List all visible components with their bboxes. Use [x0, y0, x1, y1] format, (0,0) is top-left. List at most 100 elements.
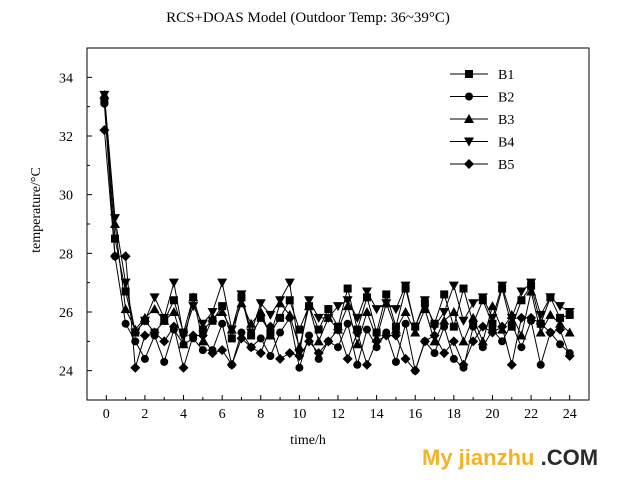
- series-b3-point: [468, 312, 479, 322]
- series-b5-point: [468, 336, 479, 347]
- series-b4-point: [139, 316, 150, 326]
- series-b4-point: [168, 278, 179, 288]
- series-b1-point: [343, 284, 352, 293]
- series-b5-point: [178, 362, 189, 373]
- series-b2-point: [507, 319, 516, 328]
- series-b3-point: [197, 336, 208, 346]
- series-b3-point: [188, 292, 199, 302]
- x-axis-label: time/h: [290, 433, 326, 448]
- series-b4-point: [197, 319, 208, 329]
- series-b5-point: [323, 336, 334, 347]
- series-b3-point: [439, 315, 450, 325]
- series-b5-point: [99, 125, 110, 136]
- series-b4-point: [130, 328, 141, 338]
- series-b4-point: [400, 281, 411, 291]
- series-b3-point: [361, 307, 372, 316]
- x-tick-label: 22: [524, 407, 538, 422]
- y-tick-label: 30: [59, 189, 73, 204]
- series-b5-point: [400, 353, 411, 364]
- series-b5-point: [448, 336, 459, 347]
- series-b5-point: [217, 345, 228, 356]
- series-b5-point: [410, 365, 421, 376]
- series-b5-point: [120, 251, 131, 262]
- series-b5-point: [304, 336, 315, 347]
- watermark-main-text: My jianzhu: [422, 445, 535, 470]
- series-b5-point: [381, 330, 392, 341]
- series-b5-point: [497, 321, 508, 332]
- series-b2-point: [314, 354, 323, 363]
- series-b5-point: [477, 321, 488, 332]
- series-b5-point: [535, 318, 546, 329]
- series-b5-point: [188, 330, 199, 341]
- series-b2-point: [401, 319, 410, 328]
- series-b4-point: [458, 316, 469, 326]
- y-tick-label: 28: [59, 247, 73, 262]
- series-b2-point: [266, 352, 275, 360]
- series-b4-point: [371, 305, 382, 315]
- series-b4-point: [410, 322, 421, 332]
- series-b4-point: [564, 308, 575, 317]
- series-b2-point: [517, 343, 526, 352]
- series-b4-point: [439, 308, 450, 317]
- series-b2-point: [276, 328, 285, 337]
- series-b4-point: [381, 299, 392, 309]
- series-b3-point: [207, 312, 218, 322]
- series-b3-point: [458, 336, 469, 346]
- series-b5-point: [429, 330, 440, 341]
- series-b3-point: [217, 307, 228, 316]
- series-b3-point: [526, 286, 537, 296]
- y-tick-label: 32: [59, 130, 73, 145]
- series-b3-point: [255, 307, 266, 316]
- series-b4-point: [284, 278, 295, 288]
- series-b5-point: [109, 251, 120, 262]
- series-b4-point: [178, 331, 189, 341]
- series-b4-point: [545, 293, 556, 303]
- series-b1-point: [440, 290, 449, 299]
- series-b5-point: [555, 324, 566, 335]
- series-b4-point: [313, 313, 324, 323]
- series-b4-point: [390, 305, 401, 315]
- series-b4-point: [149, 293, 160, 303]
- series-b4-point: [526, 278, 537, 288]
- series-b2-point: [353, 360, 362, 369]
- series-b3-point: [516, 330, 527, 340]
- series-b1-point: [198, 325, 207, 334]
- series-b2-point: [449, 354, 458, 363]
- series-b1-point: [449, 322, 458, 331]
- y-axis-label: temperature/°C: [29, 167, 44, 253]
- series-b1-point: [285, 296, 294, 305]
- series-b5-point: [506, 359, 517, 370]
- series-b3-point: [168, 307, 179, 316]
- series-b4-point: [226, 325, 237, 335]
- series-b1-point: [517, 296, 526, 305]
- series-b3-point: [178, 339, 189, 349]
- series-b3-point: [477, 336, 488, 346]
- series-b4-point: [323, 313, 334, 323]
- series-b5: [99, 125, 575, 376]
- series-b1-point: [169, 296, 178, 305]
- series-b3-point: [304, 301, 315, 311]
- series-b2-point: [237, 328, 246, 337]
- series-b3-point: [120, 304, 131, 314]
- series-b3-point: [294, 342, 305, 352]
- series-b2-point: [256, 334, 265, 343]
- legend-label-b1: B1: [498, 68, 514, 83]
- series-b4-point: [352, 313, 363, 323]
- series-b4-point: [265, 310, 276, 320]
- series-b3-point: [564, 327, 575, 337]
- series-b4-point: [217, 278, 228, 288]
- series-b3-point: [545, 309, 556, 319]
- series-b3-point: [535, 327, 546, 337]
- series-layer: [99, 89, 575, 376]
- legend-label-b2: B2: [498, 91, 514, 106]
- watermark-logo: My jianzhu .COM: [422, 445, 598, 471]
- series-b5-point: [352, 327, 363, 338]
- x-tick-label: 16: [408, 407, 422, 422]
- x-tick-label: 0: [103, 407, 110, 422]
- series-b4-point: [99, 90, 110, 100]
- series-b2-point: [556, 340, 565, 349]
- series-b3-point: [390, 324, 401, 334]
- series-b4-point: [487, 313, 498, 323]
- series-b5-point: [265, 321, 276, 332]
